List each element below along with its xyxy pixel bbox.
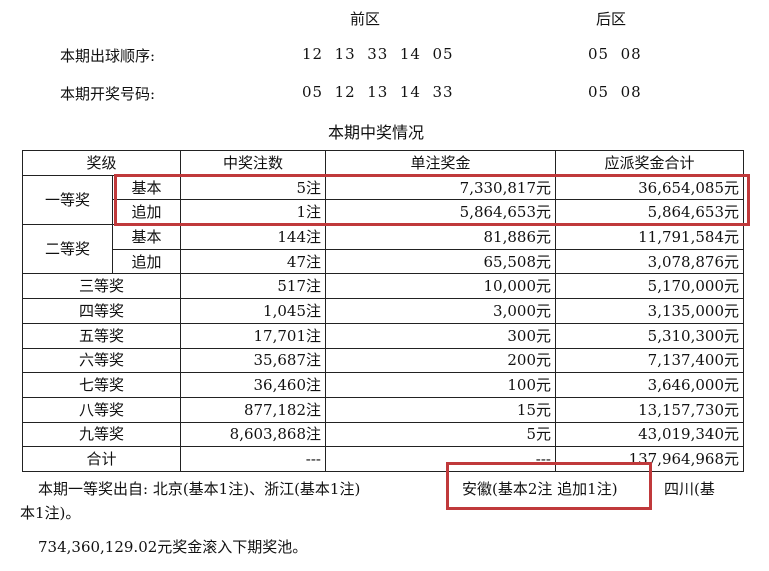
table-header-row: 奖级 中奖注数 单注奖金 应派奖金合计 [22,150,744,176]
prize-count: 8,603,868注 [180,421,326,448]
prize-name: 五等奖 [22,322,181,349]
prize-count: 35,687注 [180,347,326,374]
prize-unit: 3,000元 [325,298,556,324]
prize-name: 三等奖 [22,273,181,300]
second-prize-name: 二等奖 [22,224,113,275]
prize-name: 八等奖 [22,396,181,423]
table-row: 追加 1注 5,864,653元 5,864,653元 [23,199,744,226]
first-prize-origin-anhui: 安徽(基本2注 追加1注) [462,480,618,498]
back-zone-label: 后区 [596,10,627,28]
sum-unit: --- [325,446,556,472]
prize-unit: 100元 [325,372,556,398]
draw-order-label: 本期出球顺序: [60,47,156,65]
header-count: 中奖注数 [180,150,326,176]
draw-order-back: 05 08 [588,45,642,63]
front-zone-label: 前区 [350,10,381,28]
header-level: 奖级 [22,150,181,176]
second-extra-total: 3,078,876元 [555,248,744,275]
table-row: 二等奖 基本 144注 81,886元 11,791,584元 [22,224,744,275]
header-unit-prize: 单注奖金 [325,150,556,176]
table-row: 八等奖 877,182注 15元 13,157,730元 [22,396,744,423]
prize-total: 5,310,300元 [555,322,744,349]
prize-unit: 200元 [325,347,556,374]
header-total: 应派奖金合计 [555,150,744,176]
first-extra-count: 1注 [180,199,326,226]
table-row: 七等奖 36,460注 100元 3,646,000元 [22,372,744,398]
table-row: 一等奖 基本 5注 7,330,817元 36,654,085元 [22,174,744,226]
second-extra-prize: 65,508元 [325,248,556,275]
prize-unit: 10,000元 [325,273,556,300]
first-prize-name: 一等奖 [22,174,113,226]
second-basic-prize: 81,886元 [325,224,556,250]
prize-count: 17,701注 [180,322,326,349]
draw-order-front: 12 13 33 14 05 [302,45,454,63]
prize-name: 七等奖 [22,372,181,398]
prize-count: 877,182注 [180,396,326,423]
prize-unit: 5元 [325,421,556,448]
prize-count: 36,460注 [180,372,326,398]
table-row: 五等奖 17,701注 300元 5,310,300元 [22,322,744,349]
prize-count: 1,045注 [180,298,326,324]
prize-total: 7,137,400元 [555,347,744,374]
table-row: 四等奖 1,045注 3,000元 3,135,000元 [22,298,744,324]
first-basic-total: 36,654,085元 [555,174,744,201]
prize-unit: 300元 [325,322,556,349]
prize-total: 3,646,000元 [555,372,744,398]
pool-rollover-text: 734,360,129.02元奖金滚入下期奖池。 [38,538,308,556]
prize-name: 四等奖 [22,298,181,324]
table-row: 九等奖 8,603,868注 5元 43,019,340元 [22,421,744,448]
first-prize-origin-text: 本期一等奖出自: 北京(基本1注)、浙江(基本1注) [38,480,361,498]
draw-result-label: 本期开奖号码: [60,85,156,103]
table-row: 追加 47注 65,508元 3,078,876元 [23,248,744,275]
prize-table: 奖级 中奖注数 单注奖金 应派奖金合计 一等奖 基本 5注 7,330,817元… [22,150,744,472]
draw-result-front: 05 12 13 14 33 [302,83,454,101]
second-basic-type: 基本 [112,224,181,250]
table-row: 三等奖 517注 10,000元 5,170,000元 [22,273,744,300]
first-prize-origin-cont: 本1注)。 [20,504,81,522]
first-basic-count: 5注 [180,174,326,201]
table-title: 本期中奖情况 [328,123,425,142]
sum-total: 137,964,968元 [555,446,744,472]
prize-count: 517注 [180,273,326,300]
first-extra-total: 5,864,653元 [555,199,744,226]
second-basic-total: 11,791,584元 [555,224,744,250]
prize-total: 5,170,000元 [555,273,744,300]
first-prize-origin-sichuan: 四川(基 [664,480,715,498]
prize-total: 13,157,730元 [555,396,744,423]
first-extra-prize: 5,864,653元 [325,199,556,226]
second-extra-type: 追加 [112,248,181,275]
prize-total: 3,135,000元 [555,298,744,324]
table-row: 六等奖 35,687注 200元 7,137,400元 [22,347,744,374]
prize-name: 六等奖 [22,347,181,374]
sum-name: 合计 [22,446,181,472]
first-extra-type: 追加 [112,199,181,226]
second-extra-count: 47注 [180,248,326,275]
first-basic-prize: 7,330,817元 [325,174,556,201]
prize-total: 43,019,340元 [555,421,744,448]
sum-count: --- [180,446,326,472]
table-sum-row: 合计 --- --- 137,964,968元 [22,446,744,472]
prize-name: 九等奖 [22,421,181,448]
draw-result-back: 05 08 [588,83,642,101]
first-basic-type: 基本 [112,174,181,201]
second-basic-count: 144注 [180,224,326,250]
prize-unit: 15元 [325,396,556,423]
